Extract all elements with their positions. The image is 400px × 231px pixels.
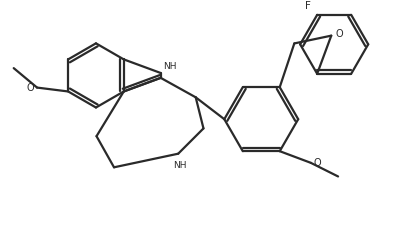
Text: O: O [335,29,343,39]
Text: O: O [26,82,34,93]
Text: F: F [306,1,311,11]
Text: O: O [314,158,321,168]
Text: NH: NH [173,161,187,170]
Text: NH: NH [164,62,177,71]
